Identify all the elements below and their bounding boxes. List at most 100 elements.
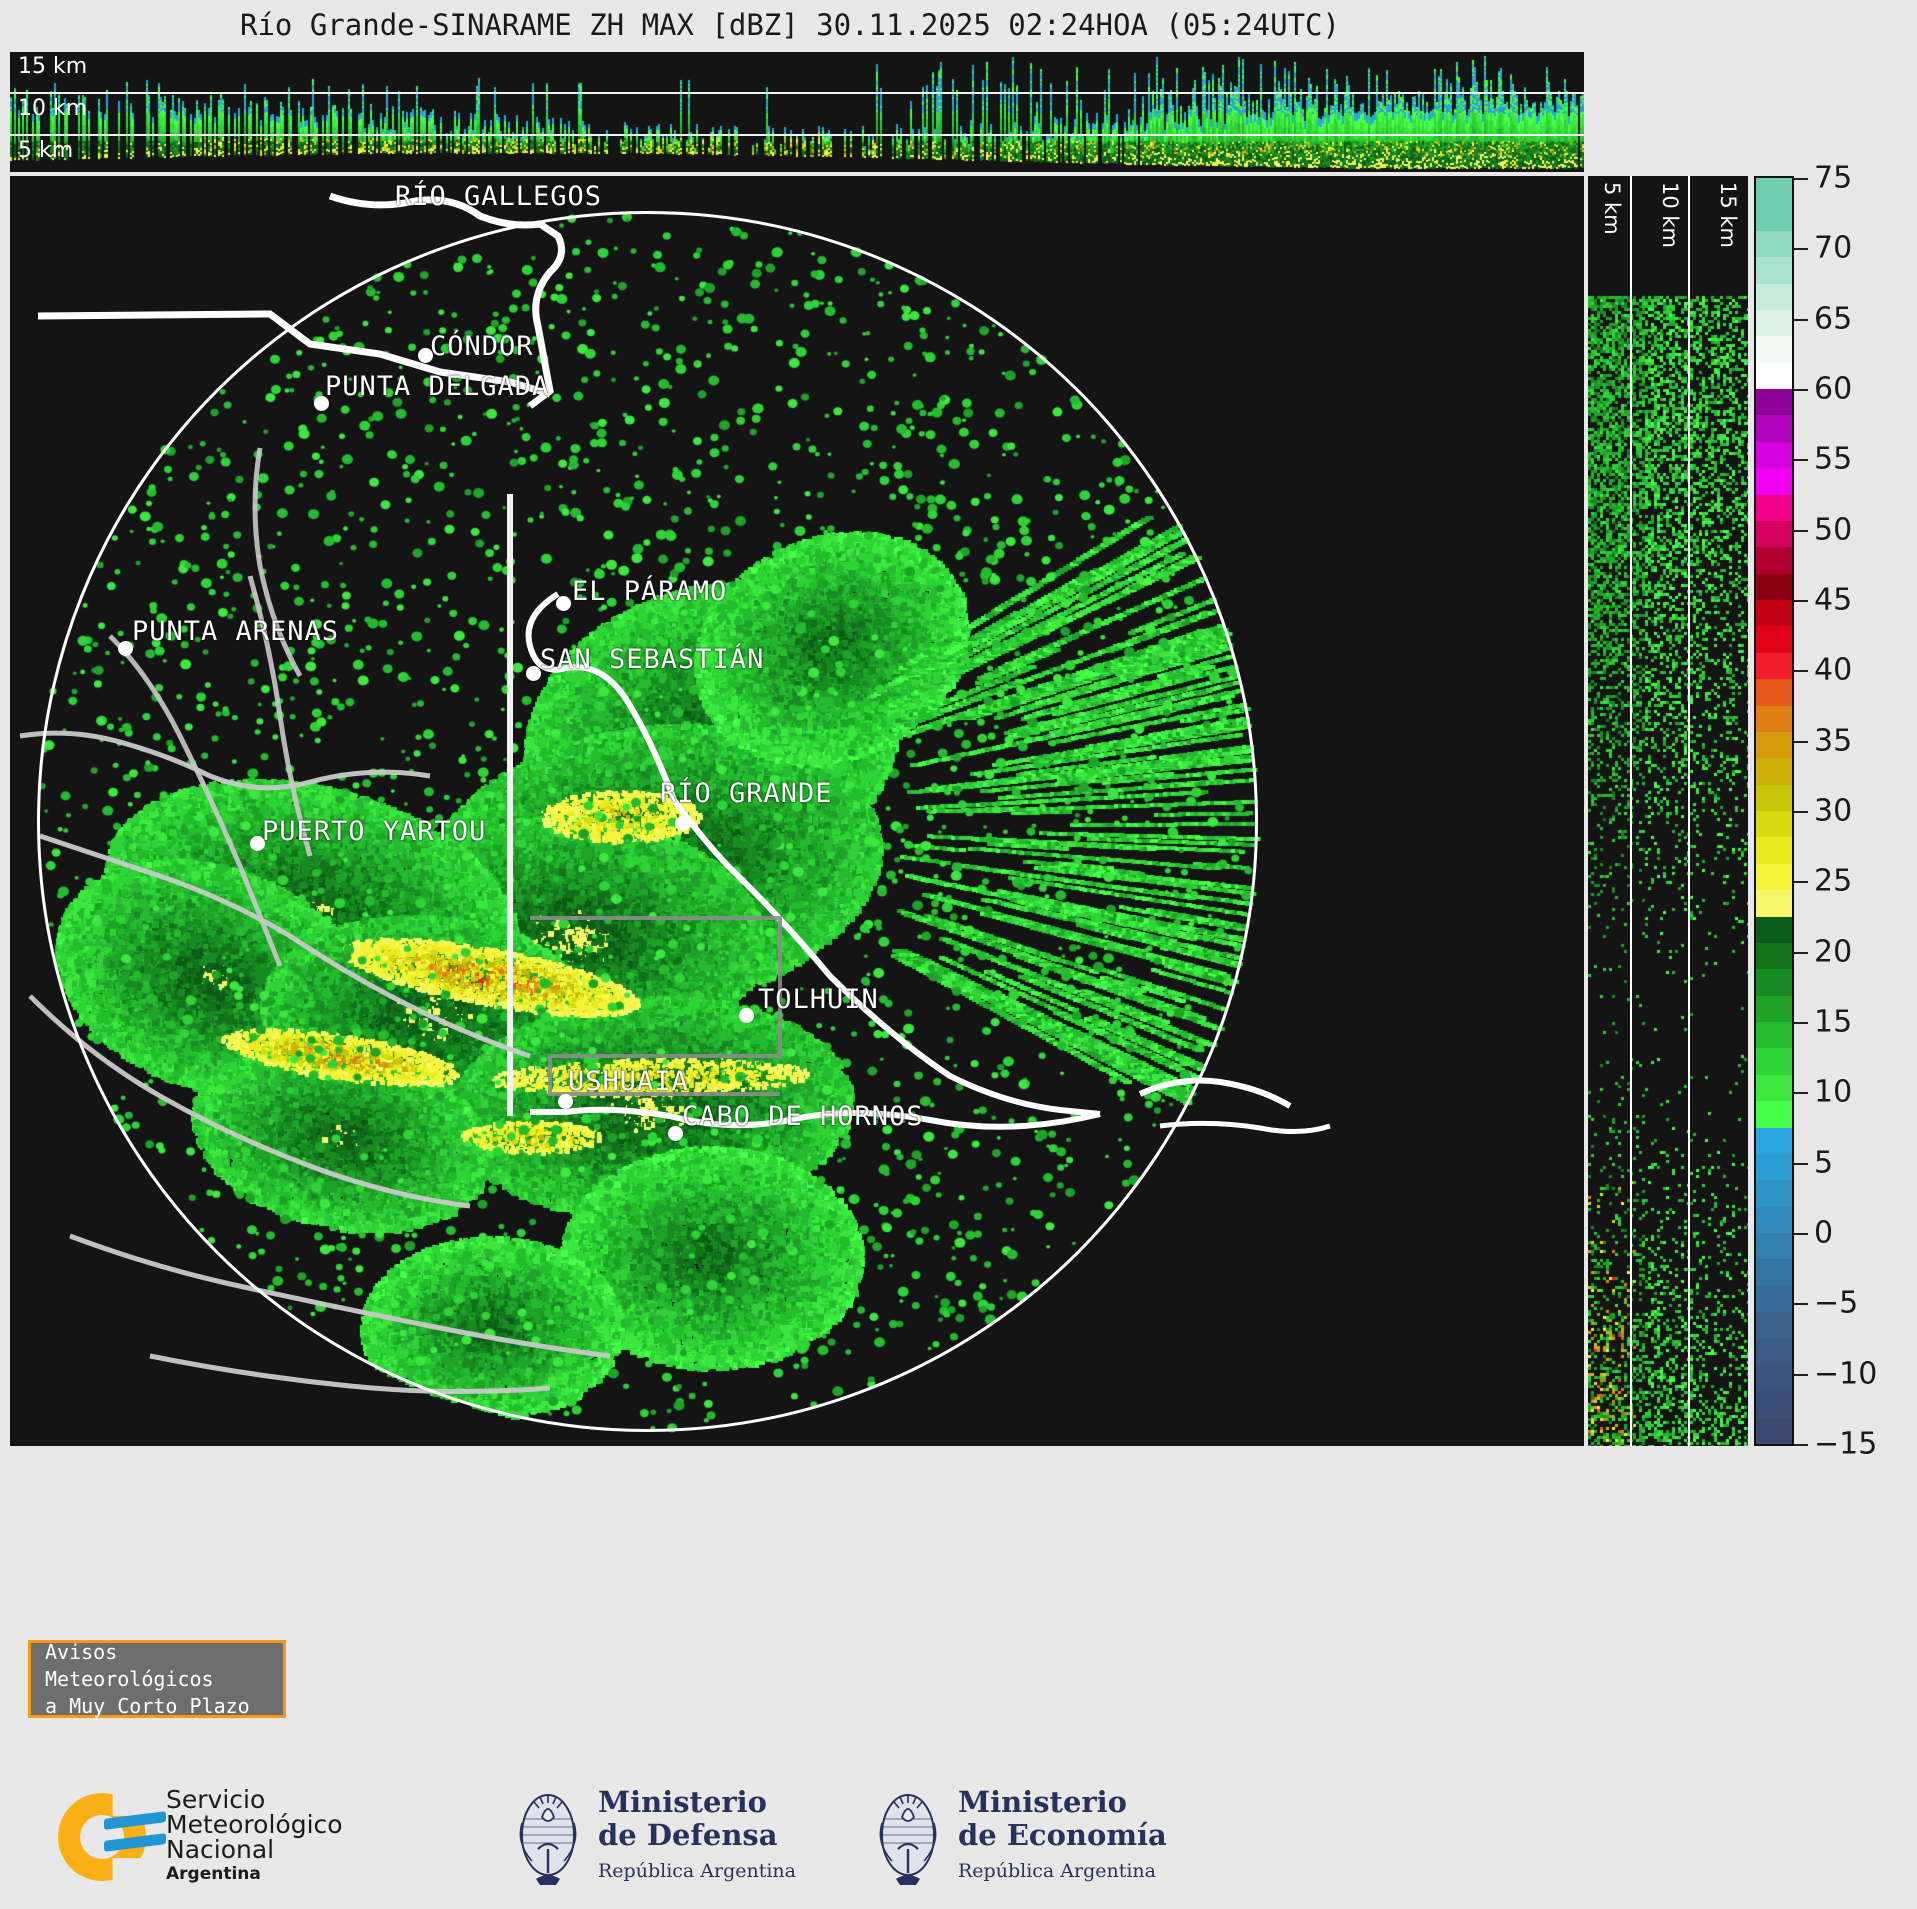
- colorbar-tick-label: 35: [1814, 723, 1853, 759]
- city-marker-dot[interactable]: [526, 666, 541, 681]
- height-label-5km-vertical: 5 km: [1600, 182, 1624, 235]
- smn-line-3: Nacional: [166, 1835, 275, 1864]
- height-label-5km: 5 km: [18, 138, 74, 163]
- colorbar-tick-label: 5: [1814, 1145, 1834, 1181]
- colorbar-tick-label: 60: [1814, 371, 1853, 407]
- colorbar-segment: [1756, 1259, 1792, 1286]
- colorbar-tick-label: 70: [1814, 230, 1853, 266]
- city-marker-dot[interactable]: [668, 1126, 683, 1141]
- colorbar-tick: [1794, 811, 1808, 813]
- colorbar-tick: [1794, 1092, 1808, 1095]
- smn-sub: Argentina: [166, 1864, 261, 1884]
- colorbar-segment: [1756, 1391, 1792, 1418]
- radar-ppi-panel[interactable]: RÍO GALLEGOS CÓNDOR PUNTA DELGADA EL PÁRAMO…: [10, 176, 1584, 1446]
- colorbar-segment: [1756, 1206, 1792, 1233]
- colorbar-segment: [1756, 890, 1792, 917]
- cross-section-right-canvas: [1588, 176, 1748, 1446]
- colorbar-tick: [1794, 1373, 1808, 1376]
- colorbar-segment: [1756, 362, 1792, 389]
- colorbar-segment: [1756, 1180, 1792, 1207]
- height-gridline-10km: [10, 92, 1584, 94]
- city-marker-dot[interactable]: [118, 641, 133, 656]
- colorbar-segment: [1756, 494, 1792, 521]
- city-label: PUNTA DELGADA: [325, 371, 550, 402]
- colorbar-segment: [1756, 283, 1792, 310]
- warning-line-2: a Muy Corto Plazo: [45, 1693, 250, 1718]
- colorbar-tick: [1794, 1233, 1808, 1235]
- colorbar-segment: [1756, 230, 1792, 258]
- argentina-shield-icon: [512, 1783, 584, 1891]
- argentina-shield-icon-2: [872, 1783, 944, 1891]
- colorbar-segment: [1756, 995, 1792, 1022]
- city-label: CABO DE HORNOS: [682, 1101, 924, 1132]
- smn-logo-icon: [58, 1789, 166, 1885]
- height-label-10km: 10 km: [18, 96, 88, 121]
- defensa-sub: República Argentina: [598, 1860, 796, 1882]
- colorbar-tick: [1794, 389, 1808, 391]
- colorbar-segment: [1756, 969, 1792, 996]
- cross-section-right-panel: 5 km 10 km 15 km: [1588, 176, 1748, 1446]
- height-label-15km-vertical: 15 km: [1716, 182, 1740, 249]
- warning-legend-box[interactable]: Avisos Meteorológicos a Muy Corto Plazo: [28, 1640, 286, 1718]
- cross-section-top-canvas: [10, 52, 1584, 172]
- colorbar-tick-label: 25: [1814, 863, 1853, 899]
- height-gridline-10km-vertical: [1688, 176, 1690, 1446]
- colorbar-tick: [1794, 1444, 1808, 1446]
- colorbar-tick-label: 20: [1814, 934, 1853, 970]
- city-marker-dot[interactable]: [556, 596, 571, 611]
- smn-line-2: Meteorológico: [166, 1810, 343, 1839]
- colorbar-segment: [1756, 784, 1792, 811]
- city-label: CÓNDOR: [430, 331, 534, 362]
- height-gridline-5km-vertical: [1630, 176, 1632, 1446]
- economia-line-2: de Economía: [958, 1818, 1167, 1852]
- colorbar-tick-label: 10: [1814, 1074, 1853, 1110]
- city-marker-dot[interactable]: [314, 396, 329, 411]
- city-label: RÍO GRANDE: [660, 778, 833, 809]
- colorbar-segment: [1756, 863, 1792, 891]
- logo-ministerio-economia: Ministerio de Economía República Argenti…: [872, 1783, 1167, 1891]
- colorbar-segment: [1756, 520, 1792, 548]
- city-marker-dot[interactable]: [739, 1008, 754, 1023]
- dbz-colorbar-ticks: 75 70 65 60 55 50 45 40 35 30 25 20 15 10 5 0 −5 −10 −15: [1794, 161, 1914, 1462]
- height-label-15km: 15 km: [18, 54, 88, 79]
- dbz-colorbar: [1754, 176, 1794, 1446]
- city-marker-dot[interactable]: [675, 816, 690, 831]
- colorbar-segment: [1756, 1312, 1792, 1339]
- city-marker-dot[interactable]: [250, 836, 265, 851]
- colorbar-segment: [1756, 652, 1792, 680]
- economia-sub: República Argentina: [958, 1860, 1156, 1882]
- colorbar-segment: [1756, 441, 1792, 469]
- colorbar-segment: [1756, 837, 1792, 864]
- city-label: USHUAIA: [568, 1066, 689, 1097]
- economia-line-1: Ministerio: [958, 1785, 1128, 1819]
- colorbar-segment: [1756, 731, 1792, 759]
- colorbar-segment: [1756, 811, 1792, 838]
- colorbar-segment: [1756, 758, 1792, 785]
- colorbar-segment: [1756, 916, 1792, 943]
- colorbar-tick-label: 55: [1814, 441, 1853, 477]
- colorbar-tick: [1794, 529, 1808, 532]
- colorbar-tick: [1794, 459, 1808, 462]
- colorbar-tick: [1794, 600, 1808, 602]
- colorbar-segment: [1756, 468, 1792, 495]
- colorbar-segment: [1756, 389, 1792, 416]
- colorbar-tick-label: 65: [1814, 301, 1853, 337]
- footer-logos: Servicio Meteorológico Nacional Argentin…: [0, 1775, 1917, 1909]
- colorbar-tick-label: −15: [1814, 1426, 1878, 1462]
- city-marker-dot[interactable]: [558, 1094, 573, 1109]
- colorbar-segment: [1756, 1233, 1792, 1260]
- warning-line-1: Avisos Meteorológicos: [45, 1639, 214, 1691]
- colorbar-segment: [1756, 1285, 1792, 1313]
- colorbar-tick: [1794, 248, 1808, 251]
- colorbar-segment: [1756, 204, 1792, 231]
- logo-smn: Servicio Meteorológico Nacional Argentin…: [58, 1787, 343, 1887]
- colorbar-segment: [1756, 1417, 1792, 1444]
- height-gridline-5km: [10, 134, 1584, 136]
- range-ring-max: [37, 211, 1258, 1432]
- city-marker-dot[interactable]: [418, 348, 433, 363]
- city-label: RÍO GALLEGOS: [395, 181, 603, 212]
- colorbar-segment: [1756, 1101, 1792, 1128]
- colorbar-tick-label: 75: [1814, 160, 1853, 196]
- city-label: PUERTO YARTOU: [262, 816, 487, 847]
- city-label: PUNTA ARENAS: [132, 616, 340, 647]
